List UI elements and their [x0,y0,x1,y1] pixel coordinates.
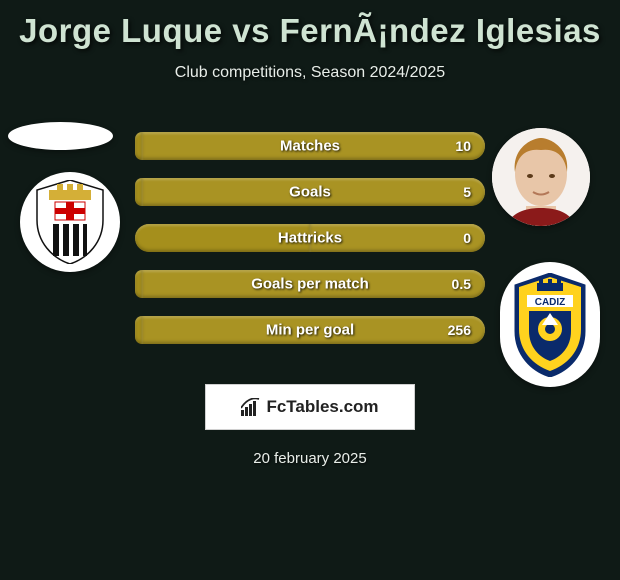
stat-right-value: 0.5 [452,276,471,292]
subtitle: Club competitions, Season 2024/2025 [0,64,620,82]
stat-row: 256 Min per goal [135,316,485,344]
stat-label: Min per goal [266,322,354,339]
stat-label: Goals [289,184,331,201]
date-label: 20 february 2025 [0,450,620,467]
stat-label: Goals per match [251,276,369,293]
brand-chart-icon [241,398,261,416]
stat-right-value: 5 [463,184,471,200]
stat-left-fill [135,132,142,160]
page-title: Jorge Luque vs FernÃ¡ndez Iglesias [0,0,620,50]
merida-crest-icon [33,180,107,264]
comparison-card: Jorge Luque vs FernÃ¡ndez Iglesias Club … [0,0,620,580]
cadiz-crest-icon: CADIZ [511,273,589,377]
stat-row: 0.5 Goals per match [135,270,485,298]
club-right-crest: CADIZ [500,262,600,387]
stat-bars: 10 Matches 5 Goals 0 Hattricks 0.5 Goals per ma… [135,132,485,344]
player-right-face-icon [492,128,590,226]
brand-text: FcTables.com [266,397,378,417]
stat-row: 10 Matches [135,132,485,160]
stat-row: 0 Hattricks [135,224,485,252]
club-left-crest [20,172,120,272]
stat-label: Matches [280,138,340,155]
stat-right-value: 10 [455,138,471,154]
stat-label: Hattricks [278,230,342,247]
stat-row: 5 Goals [135,178,485,206]
stat-right-value: 256 [448,322,471,338]
stat-left-fill [135,316,142,344]
player-right-photo [492,128,590,226]
stat-left-fill [135,270,142,298]
svg-text:CADIZ: CADIZ [535,297,566,308]
stat-right-value: 0 [463,230,471,246]
brand-box[interactable]: FcTables.com [205,384,415,430]
stat-left-fill [135,178,142,206]
player-left-photo-placeholder [8,122,113,150]
